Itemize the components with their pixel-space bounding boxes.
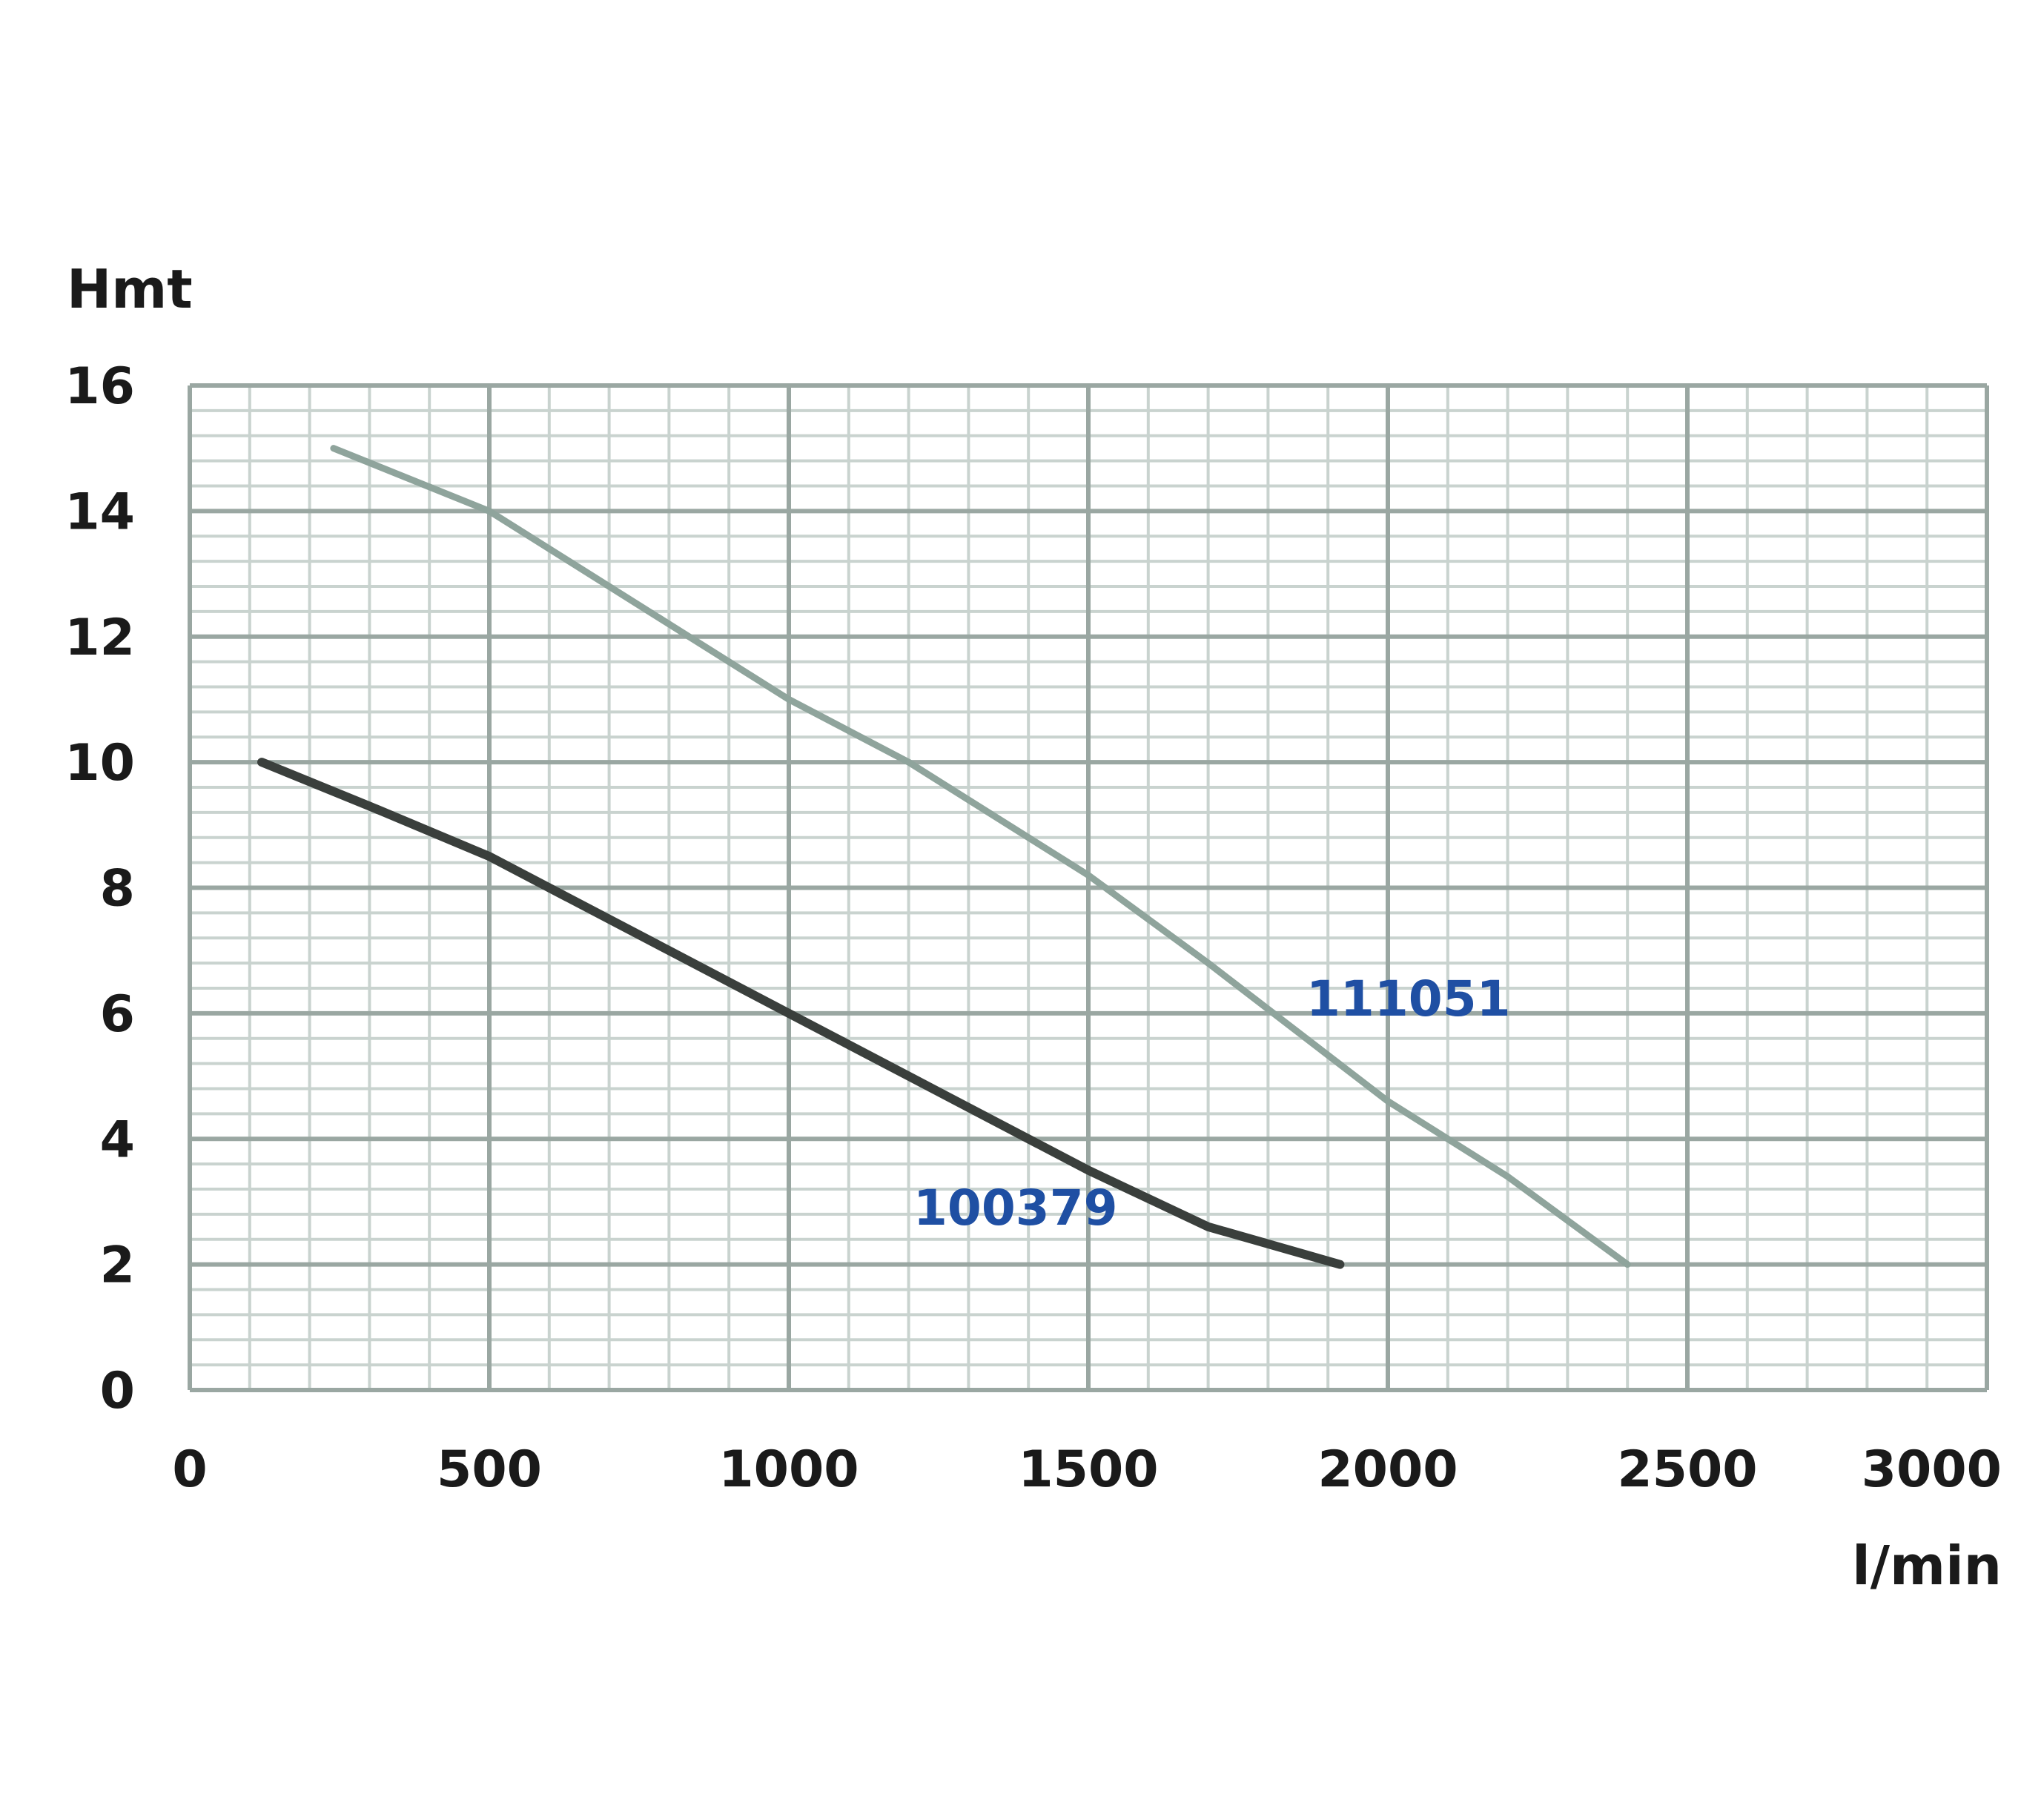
y-tick-label: 14	[64, 483, 135, 541]
x-tick-label: 0	[172, 1440, 207, 1499]
x-axis-title: l/min	[1852, 1535, 2002, 1597]
y-tick-label: 16	[64, 357, 135, 416]
x-tick-label: 1000	[718, 1440, 859, 1499]
y-tick-label: 8	[100, 860, 135, 919]
y-axis-title: Hmt	[67, 258, 193, 320]
x-tick-label: 1500	[1018, 1440, 1158, 1499]
series-lines	[257, 445, 1631, 1269]
series-label-100379: 100379	[913, 1179, 1118, 1237]
series-line-100379	[257, 758, 1345, 1269]
x-tick-label: 2500	[1617, 1440, 1757, 1499]
y-tick-label: 6	[100, 985, 135, 1044]
y-axis-tick-labels: 0 2 4 6 8 10 12 14 16	[64, 357, 135, 1420]
y-tick-label: 4	[100, 1111, 135, 1169]
series-labels: 111051 100379	[913, 970, 1511, 1237]
grid-major	[188, 383, 1989, 1392]
x-tick-label: 500	[437, 1440, 542, 1499]
y-tick-label: 2	[100, 1237, 135, 1295]
series-label-111051: 111051	[1306, 970, 1511, 1028]
x-axis-tick-labels: 0 500 1000 1500 2000 2500 3000	[172, 1440, 2002, 1499]
series-line-111051	[330, 445, 1631, 1268]
y-tick-label: 12	[64, 609, 135, 667]
x-tick-label: 2000	[1317, 1440, 1458, 1499]
y-tick-label: 10	[64, 734, 135, 792]
y-tick-label: 0	[100, 1362, 135, 1420]
x-tick-label: 3000	[1862, 1440, 2002, 1499]
